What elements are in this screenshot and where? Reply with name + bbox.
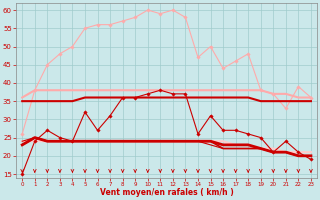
X-axis label: Vent moyen/en rafales ( km/h ): Vent moyen/en rafales ( km/h ) — [100, 188, 234, 197]
